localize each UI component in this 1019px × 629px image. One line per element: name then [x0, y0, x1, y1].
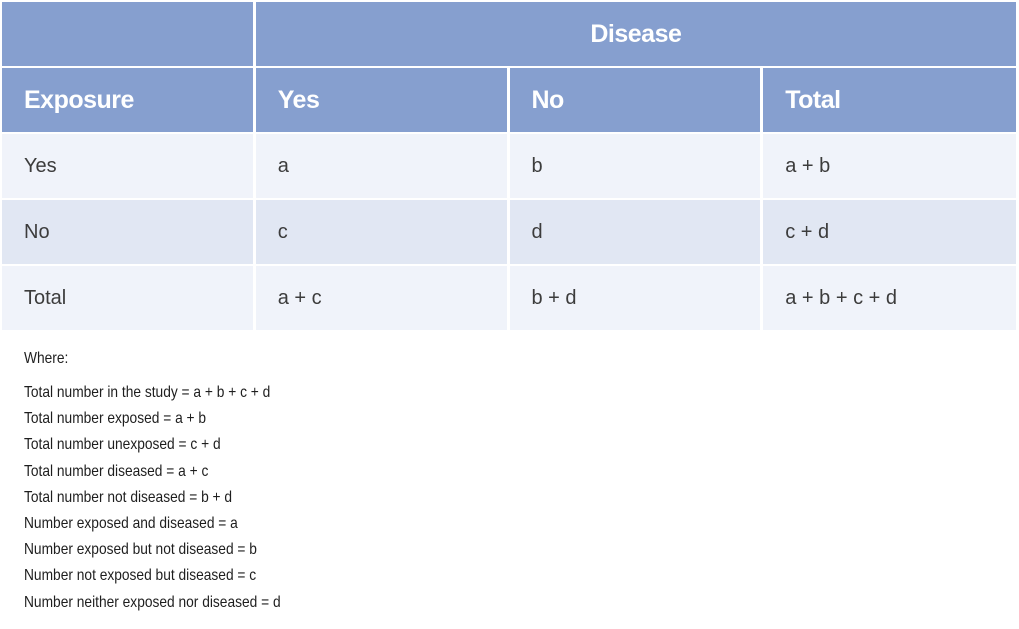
definition-line: Total number diseased = a + c — [24, 462, 209, 480]
column-header-exposure: Exposure — [2, 68, 253, 132]
column-header-no: No — [509, 68, 761, 132]
table-cell: b — [509, 134, 761, 198]
table-cell: c — [255, 200, 507, 264]
table-cell: b + d — [509, 266, 761, 330]
definition-line: Total number in the study = a + b + c + … — [24, 384, 271, 401]
contingency-table: Disease Exposure Yes No Total Yes a b a … — [2, 2, 1016, 332]
table-cell: No — [2, 200, 253, 264]
table-cell: a + b — [763, 134, 1016, 198]
table-cell: c + d — [763, 200, 1016, 264]
definition-line: Total number not diseased = b + d — [24, 488, 233, 506]
column-header-row: Exposure Yes No Total — [2, 68, 1016, 132]
column-header-total: Total — [763, 68, 1016, 132]
definitions-notes: Where: Total number in the study = a + b… — [24, 346, 281, 616]
definition-line: Total number exposed = a + b — [24, 410, 207, 428]
table-cell: Yes — [2, 134, 253, 198]
table-row: No c d c + d — [2, 200, 1016, 264]
column-header-yes: Yes — [255, 68, 507, 132]
disease-group-header: Disease — [255, 2, 1016, 66]
definition-line: Number exposed but not diseased = b — [24, 541, 257, 559]
definition-line: Number not exposed but diseased = c — [24, 567, 257, 585]
table-cell: Total — [2, 266, 253, 330]
notes-heading: Where: — [24, 350, 69, 367]
definition-line: Number exposed and diseased = a — [24, 514, 238, 532]
table-row: Total a + c b + d a + b + c + d — [2, 266, 1016, 330]
blank-header-cell — [2, 2, 253, 66]
table-cell: a + c — [255, 266, 507, 330]
table-row: Yes a b a + b — [2, 134, 1016, 198]
table-cell: d — [509, 200, 761, 264]
definition-line: Number neither exposed nor diseased = d — [24, 593, 281, 611]
table-cell: a + b + c + d — [763, 266, 1016, 330]
table-cell: a — [255, 134, 507, 198]
definition-line: Total number unexposed = c + d — [24, 436, 221, 454]
group-header-row: Disease — [2, 2, 1016, 66]
